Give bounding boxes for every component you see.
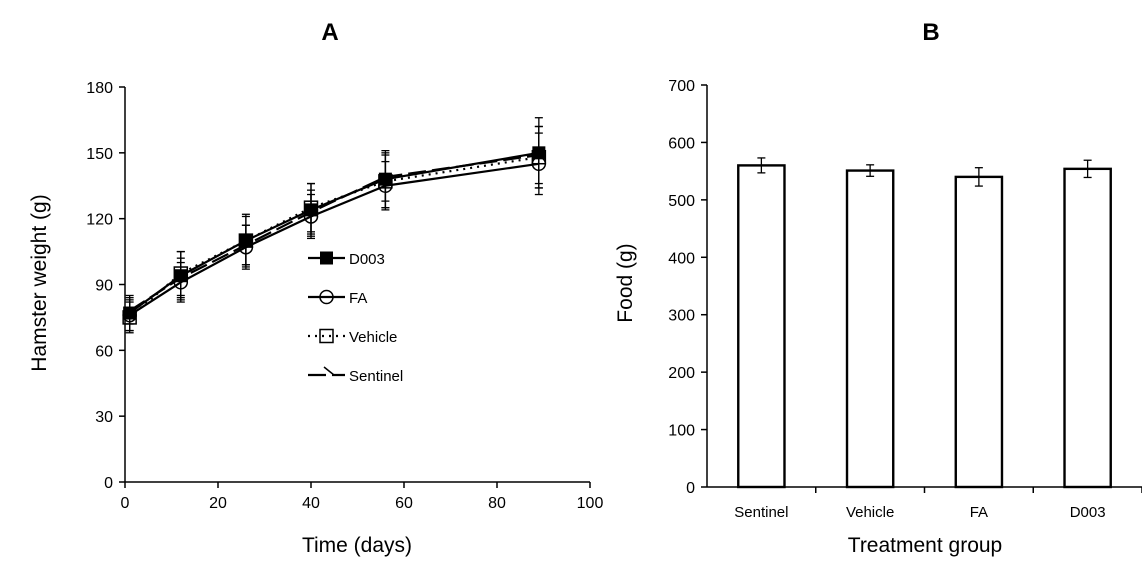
panel-a-series-line bbox=[129, 151, 540, 314]
panel-a-legend-marker bbox=[323, 366, 335, 376]
panel-b-category-label: Sentinel bbox=[734, 504, 788, 521]
panel-b-bar-d003 bbox=[1063, 167, 1112, 489]
panel-b-bar-vehicle bbox=[845, 169, 895, 489]
panel-a-x-tick-label: 0 bbox=[121, 495, 130, 512]
panel-a-x-tick-label: 80 bbox=[488, 495, 506, 512]
panel-a-legend-entry: FA bbox=[308, 289, 367, 307]
panel-a-x-tick-label: 60 bbox=[395, 495, 413, 512]
panel-a-legend-entry: D003 bbox=[308, 251, 385, 268]
panel-a-series-line bbox=[129, 153, 540, 312]
panel-b-y-tick-label: 200 bbox=[668, 365, 695, 382]
panel-a-plot: 0 30 60 90 120 150 180 0 20 40 60 80 100 D003 FA Vehicl… bbox=[86, 80, 603, 512]
panel-a-series-sentinel bbox=[125, 125, 543, 325]
panel-b-plot: 0 100 200 300 400 500 600 700 Sentinel Vehicle FA D… bbox=[668, 78, 1142, 521]
panel-a-legend-entry: Vehicle bbox=[308, 328, 397, 346]
panel-a-label: A bbox=[321, 19, 338, 46]
panel-a-y-tick-label: 60 bbox=[95, 343, 113, 360]
panel-b-category-label: Vehicle bbox=[846, 504, 894, 521]
panel-a-x-axis-label: Time (days) bbox=[302, 534, 412, 557]
panel-a-series-line bbox=[128, 156, 540, 319]
panel-b-y-tick-label: 600 bbox=[668, 135, 695, 152]
panel-b-category-label: FA bbox=[970, 504, 988, 521]
panel-b-y-tick-label: 400 bbox=[668, 250, 695, 267]
panel-a-legend-entry: Sentinel bbox=[308, 366, 403, 385]
panel-a-legend-label: D003 bbox=[349, 251, 385, 268]
panel-a-legend-label: Sentinel bbox=[349, 368, 403, 385]
panel-a-y-tick-label: 150 bbox=[86, 146, 113, 163]
panel-b-category-label: D003 bbox=[1070, 504, 1106, 521]
panel-a-x-tick-label: 100 bbox=[577, 495, 604, 512]
panel-b-bar-sentinel bbox=[737, 164, 786, 489]
panel-b-y-axis-label: Food (g) bbox=[614, 243, 637, 322]
panel-a-series-line bbox=[129, 162, 540, 317]
panel-a-legend-marker bbox=[319, 289, 334, 305]
panel-a-y-tick-label: 30 bbox=[95, 409, 113, 426]
panel-a-y-tick-label: 120 bbox=[86, 212, 113, 229]
panel-a-legend-label: FA bbox=[349, 290, 367, 307]
panel-b-y-tick-label: 100 bbox=[668, 423, 695, 440]
panel-a-legend-marker bbox=[320, 251, 333, 265]
panel-b-bar-fa bbox=[954, 175, 1004, 489]
panel-b-y-tick-label: 0 bbox=[686, 480, 695, 497]
panel-b-x-axis-label: Treatment group bbox=[848, 534, 1002, 557]
panel-b-label: B bbox=[922, 19, 939, 46]
panel-a-x-tick-label: 40 bbox=[302, 495, 320, 512]
panel-a-legend-marker bbox=[319, 328, 334, 344]
panel-b-y-tick-label: 700 bbox=[668, 78, 695, 95]
panel-a-series-vehicle bbox=[122, 125, 547, 334]
panel-a-series-d003 bbox=[123, 117, 546, 332]
panel-b-y-tick-label: 500 bbox=[668, 193, 695, 210]
panel-a-y-tick-label: 180 bbox=[86, 80, 113, 97]
panel-a-y-tick-label: 0 bbox=[104, 475, 113, 492]
panel-a-legend-label: Vehicle bbox=[349, 329, 397, 346]
panel-a-y-axis-label: Hamster weight (g) bbox=[28, 194, 51, 371]
panel-a-legend: D003 FA Vehicle Sentinel bbox=[308, 251, 403, 385]
panel-b-y-tick-label: 300 bbox=[668, 308, 695, 325]
panel-a-y-tick-label: 90 bbox=[95, 278, 113, 295]
panel-a-x-tick-label: 20 bbox=[209, 495, 227, 512]
